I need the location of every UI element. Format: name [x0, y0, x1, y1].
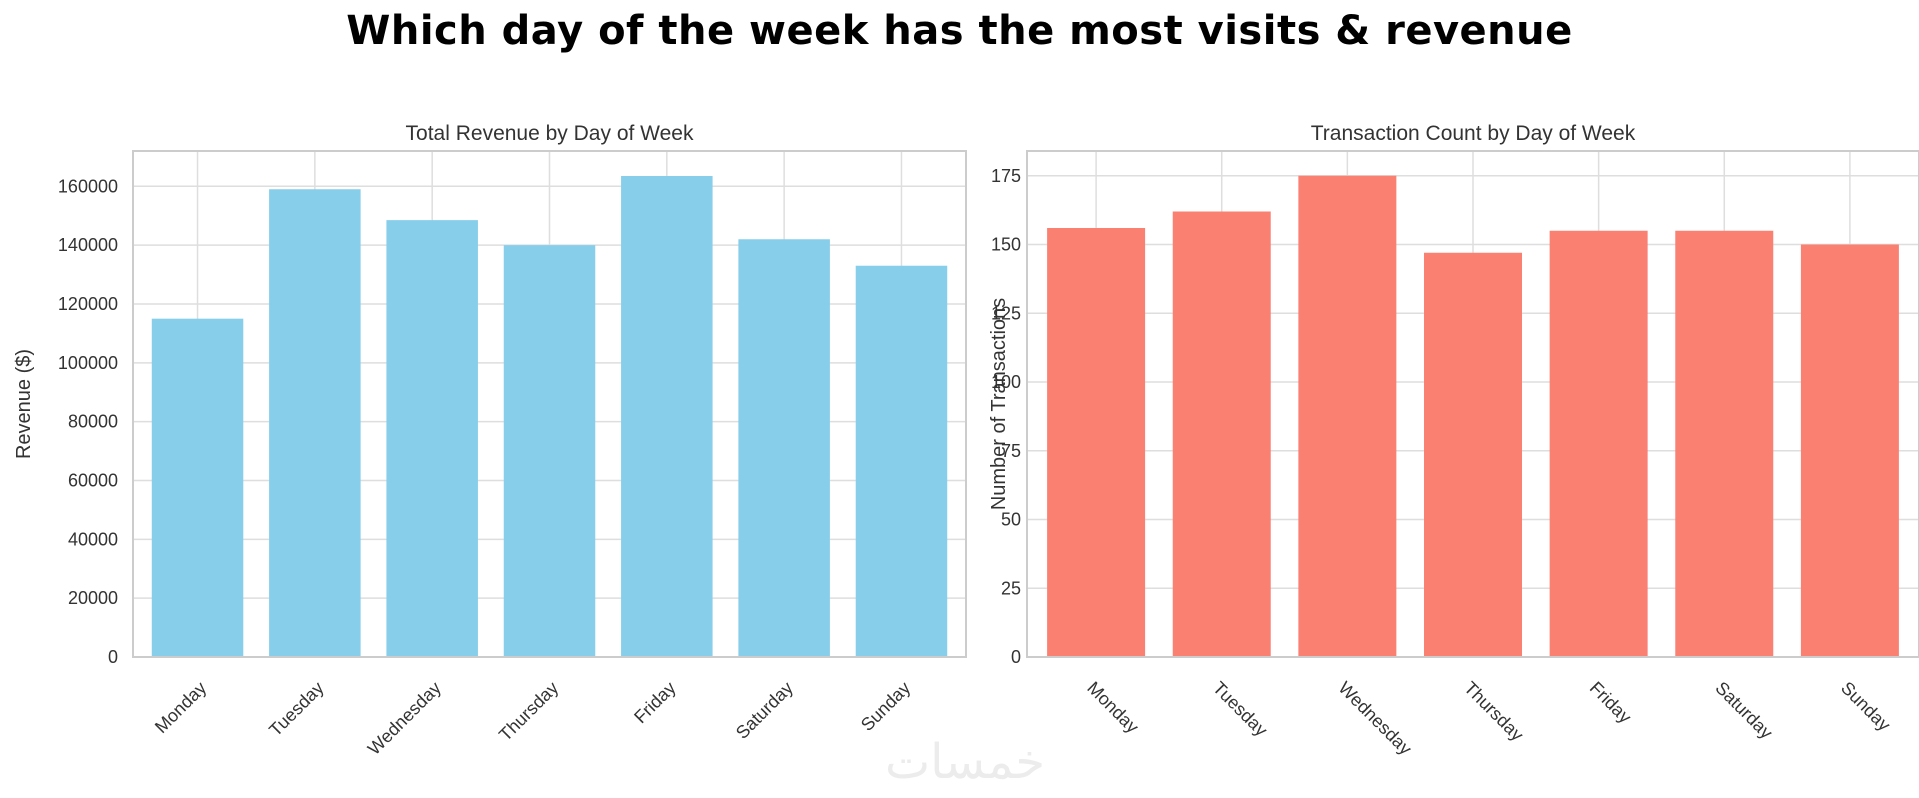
bar-tuesday: [269, 189, 361, 657]
bar-wednesday: [1298, 175, 1397, 657]
x-tick-label: Thursday: [1460, 678, 1527, 745]
revenue-chart: Total Revenue by Day of Week 0 20000 40000 6…: [13, 122, 967, 759]
x-tick-label: Monday: [151, 678, 210, 737]
bar-thursday: [1424, 252, 1522, 657]
x-tick-label: Sunday: [1837, 678, 1894, 735]
bar-thursday: [503, 245, 596, 658]
y-tick-label: 120000: [58, 294, 118, 314]
y-tick-label: 75: [1001, 441, 1021, 461]
bar-sunday: [1800, 244, 1899, 657]
y-tick-label: 40000: [68, 529, 118, 549]
x-tick-label: Tuesday: [1209, 678, 1271, 740]
y-tick-label: 100: [991, 372, 1021, 392]
main-title: Which day of the week has the most visit…: [346, 8, 1573, 54]
y-tick-label: 20000: [68, 588, 118, 608]
x-tick-label: Wednesday: [1335, 678, 1416, 759]
y-tick-label: 140000: [58, 235, 118, 255]
x-tick-label: Friday: [1586, 678, 1636, 728]
y-tick-label: 50: [1001, 510, 1021, 530]
plot-frame: [132, 150, 967, 658]
bar-monday: [1047, 228, 1146, 657]
y-tick-label: 80000: [68, 412, 118, 432]
bar-saturday: [738, 239, 830, 658]
bar-friday: [621, 176, 713, 658]
x-tick-label: Monday: [1083, 678, 1142, 737]
x-tick-label: Wednesday: [364, 678, 445, 759]
bar-friday: [1549, 230, 1648, 657]
bar-monday: [151, 318, 244, 657]
x-tick-label: Saturday: [1711, 678, 1776, 743]
y-tick-label: 160000: [58, 176, 118, 196]
x-tick-label: Sunday: [857, 678, 914, 735]
y-tick-label: 0: [1011, 647, 1021, 667]
y-axis-label: Revenue ($): [13, 349, 35, 459]
watermark-text: خمسات: [885, 734, 1045, 790]
y-tick-label: 60000: [68, 470, 118, 490]
y-tick-label: 125: [991, 303, 1021, 323]
x-tick-label: Friday: [630, 678, 680, 728]
bar-sunday: [855, 265, 948, 657]
chart-title: Transaction Count by Day of Week: [1311, 122, 1636, 145]
transactions-chart: Transaction Count by Day of Week 0 25 50 75 1…: [988, 122, 1919, 759]
plot-frame: [1026, 150, 1919, 658]
x-tick-label: Saturday: [732, 678, 797, 743]
bar-wednesday: [386, 220, 478, 657]
bar-saturday: [1675, 230, 1774, 657]
y-tick-label: 175: [991, 166, 1021, 186]
y-tick-label: 100000: [58, 353, 118, 373]
x-tick-label: Thursday: [495, 678, 562, 745]
y-tick-label: 25: [1001, 578, 1021, 598]
bar-tuesday: [1172, 211, 1271, 657]
y-tick-label: 0: [108, 647, 118, 667]
x-tick-label: Tuesday: [265, 678, 327, 740]
y-tick-label: 150: [991, 235, 1021, 255]
y-axis-label: Number of Transactions: [988, 298, 1010, 510]
chart-title: Total Revenue by Day of Week: [406, 122, 694, 145]
